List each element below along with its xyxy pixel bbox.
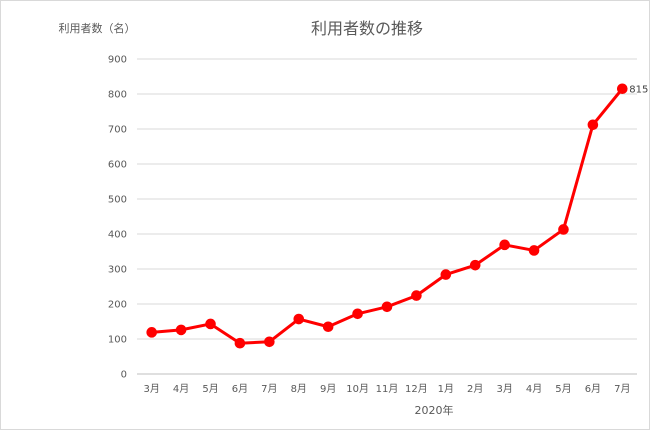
x-tick-label: 6月: [585, 383, 601, 395]
y-tick-label: 200: [108, 300, 127, 311]
y-tick-label: 700: [108, 125, 127, 136]
grid-layer: [137, 58, 637, 375]
data-point: [440, 269, 452, 280]
x-tick-label: 8月: [291, 383, 307, 395]
y-axis-label: 利用者数（名）: [59, 21, 136, 35]
data-point: [234, 337, 246, 349]
x-tick-label: 5月: [555, 383, 571, 395]
data-point: [146, 327, 158, 338]
x-tick-label: 12月: [405, 383, 428, 395]
data-point: [528, 245, 540, 256]
x-tick-layer: 3月 4月 5月 6月 7月 8月 9月 10月 11月 12月 1月 2月 3月 4月 5月 6月 7月: [144, 383, 631, 395]
y-tick-label: 900: [108, 55, 127, 66]
data-point: [322, 321, 334, 333]
x-tick-label: 10月: [346, 383, 369, 395]
x-tick-label: 4月: [173, 383, 189, 395]
y-tick-label: 0: [121, 370, 127, 381]
y-tick-label: 600: [108, 160, 127, 171]
y-tick-label: 800: [108, 90, 127, 101]
x-tick-label: 9月: [320, 383, 336, 395]
data-point: [558, 224, 569, 235]
x-tick-label: 3月: [144, 383, 160, 395]
data-point: [293, 313, 305, 325]
data-point: [381, 301, 393, 313]
data-point: [587, 119, 599, 131]
data-point: [175, 324, 187, 336]
data-point: [616, 83, 628, 95]
x-tick-label: 3月: [496, 383, 512, 395]
data-point: [205, 318, 216, 330]
x-tick-label: 7月: [261, 383, 277, 395]
x-axis-label: 2020年: [415, 403, 454, 417]
x-tick-label: 7月: [614, 383, 630, 395]
data-point: [264, 336, 275, 348]
y-tick-layer: 0 100 200 300 400 500 600 700 800 900: [108, 55, 127, 381]
x-tick-label: 4月: [526, 383, 542, 395]
data-point: [352, 308, 363, 320]
x-tick-label: 11月: [376, 383, 399, 395]
data-point: [499, 239, 510, 251]
y-tick-label: 400: [108, 230, 127, 241]
series-layer: 815: [146, 83, 648, 349]
data-label: 815: [629, 84, 648, 95]
data-point: [469, 259, 481, 271]
y-tick-label: 100: [108, 335, 127, 346]
y-tick-label: 300: [108, 265, 127, 276]
chart-title: 利用者数の推移: [311, 19, 423, 38]
data-point: [411, 290, 422, 301]
y-tick-label: 500: [108, 195, 127, 206]
x-tick-label: 2月: [467, 383, 483, 395]
x-tick-label: 6月: [232, 383, 248, 395]
x-tick-label: 1月: [438, 383, 454, 395]
x-tick-label: 5月: [202, 383, 218, 395]
